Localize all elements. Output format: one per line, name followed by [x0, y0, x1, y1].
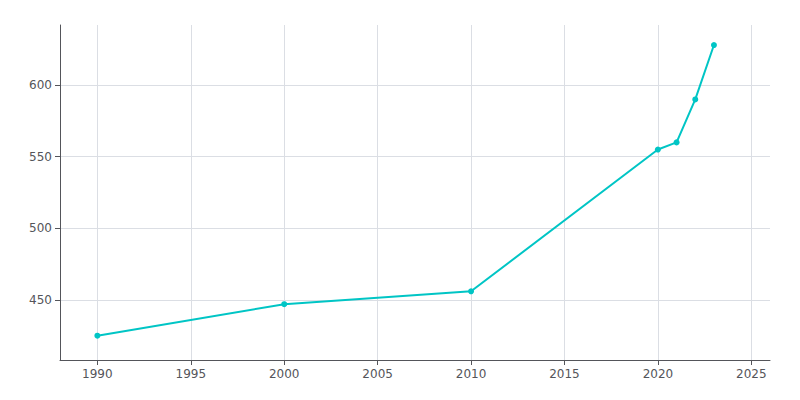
svg-text:450: 450 — [29, 293, 52, 307]
svg-text:2000: 2000 — [269, 367, 300, 381]
svg-text:1995: 1995 — [176, 367, 207, 381]
svg-text:2005: 2005 — [362, 367, 393, 381]
svg-text:2010: 2010 — [456, 367, 487, 381]
svg-text:550: 550 — [29, 150, 52, 164]
svg-text:2020: 2020 — [643, 367, 674, 381]
svg-text:500: 500 — [29, 221, 52, 235]
svg-text:2015: 2015 — [549, 367, 580, 381]
svg-text:600: 600 — [29, 78, 52, 92]
svg-text:2025: 2025 — [736, 367, 767, 381]
svg-text:1990: 1990 — [82, 367, 113, 381]
